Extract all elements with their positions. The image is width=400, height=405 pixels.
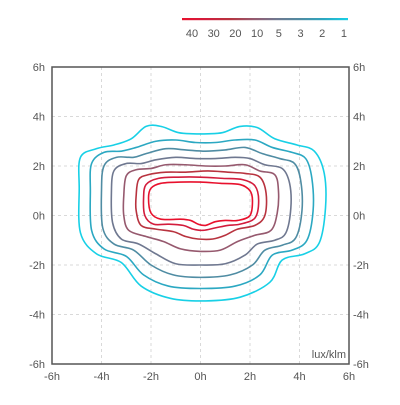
legend-label-10: 10 (251, 28, 263, 40)
contour-line-2 (89, 138, 315, 290)
x-tick-label: -4h (94, 371, 110, 383)
y-tick-label-left: -4h (29, 310, 45, 322)
plot-frame (51, 66, 350, 365)
x-tick-label: 6h (343, 371, 355, 383)
y-tick-label-left: 6h (33, 62, 45, 74)
legend-label-40: 40 (186, 28, 198, 40)
legend-label-5: 5 (276, 28, 282, 40)
contour-line-10 (122, 163, 280, 253)
legend-label-3: 3 (297, 28, 303, 40)
legend-label-20: 20 (229, 28, 241, 40)
y-tick-label-right: -2h (353, 260, 369, 272)
legend-label-2: 2 (319, 28, 325, 40)
contour-line-5 (110, 156, 292, 266)
contour-line-1 (77, 124, 327, 302)
x-tick-label: 0h (194, 371, 206, 383)
legend-label-1: 1 (341, 28, 347, 40)
y-tick-label-right: -6h (353, 359, 369, 371)
x-tick-label: 4h (293, 371, 305, 383)
y-tick-label-left: 2h (33, 161, 45, 173)
legend: 40 30 20 10 5 3 2 1 (182, 18, 348, 40)
y-tick-label-left: -2h (29, 260, 45, 272)
y-tick-label-right: 4h (353, 112, 365, 124)
contour-line-30 (142, 176, 260, 232)
contour-line-20 (134, 170, 268, 241)
y-tick-label-right: 2h (353, 161, 365, 173)
legend-label-30: 30 (208, 28, 220, 40)
y-tick-label-right: -4h (353, 310, 369, 322)
y-tick-label-right: 6h (353, 62, 365, 74)
y-tick-label-left: 0h (33, 211, 45, 223)
x-tick-label: -2h (143, 371, 159, 383)
y-tick-label-right: 0h (353, 211, 365, 223)
contour-line-3 (100, 146, 304, 279)
contour-lines (77, 124, 327, 302)
contour-line-40 (147, 181, 254, 227)
x-tick-label: -6h (44, 371, 60, 383)
legend-color-bar (182, 18, 348, 21)
unit-label: lux/klm (312, 349, 346, 361)
y-tick-label-left: 4h (33, 112, 45, 124)
x-tick-label: 2h (244, 371, 256, 383)
y-tick-label-left: -6h (29, 359, 45, 371)
grid (52, 67, 349, 364)
